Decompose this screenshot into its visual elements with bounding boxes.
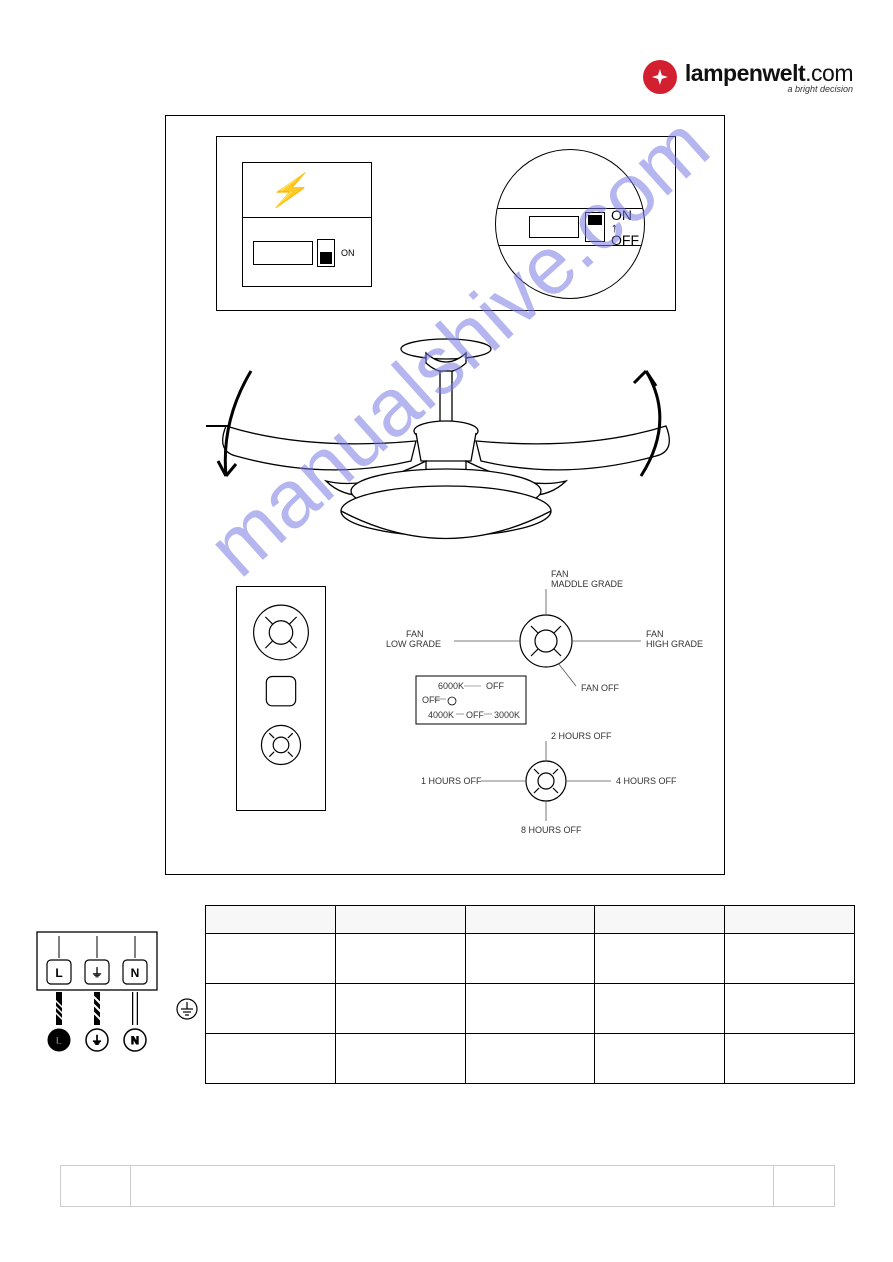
wiring-diagram: L ⏚ N L ⏚ N <box>35 930 160 1070</box>
svg-text:3000K: 3000K <box>494 710 520 720</box>
breaker-on-label: ON <box>341 248 355 258</box>
svg-text:N: N <box>131 966 140 980</box>
earth-symbol-icon <box>176 998 198 1020</box>
svg-text:⏚: ⏚ <box>91 966 103 980</box>
svg-text:4 HOURS OFF: 4 HOURS OFF <box>616 776 677 786</box>
svg-text:FAN: FAN <box>646 629 664 639</box>
breaker-toggle <box>317 239 335 267</box>
svg-text:OFF: OFF <box>466 710 484 720</box>
svg-text:4000K: 4000K <box>428 710 454 720</box>
svg-text:LOW GRADE: LOW GRADE <box>386 639 441 649</box>
ceiling-fan-illustration <box>166 331 726 591</box>
svg-text:1 HOURS OFF: 1 HOURS OFF <box>421 776 482 786</box>
remote-button-legend: FAN MADDLE GRADE FAN LOW GRADE FAN HIGH … <box>366 581 706 861</box>
svg-text:L: L <box>55 966 62 980</box>
svg-text:FAN: FAN <box>406 629 424 639</box>
zoom-on-off-labels: ON ↑ OFF <box>611 208 639 247</box>
zoom-toggle <box>585 212 605 242</box>
footer-bar <box>60 1165 835 1207</box>
main-illustration-frame: ⚡ ON ON ↑ OFF <box>165 115 725 875</box>
svg-text:L: L <box>56 1035 63 1047</box>
svg-text:8 HOURS OFF: 8 HOURS OFF <box>521 825 582 835</box>
remote-control <box>236 586 326 811</box>
svg-text:2 HOURS OFF: 2 HOURS OFF <box>551 731 612 741</box>
svg-text:OFF: OFF <box>486 681 504 691</box>
logo-icon <box>643 60 677 94</box>
svg-text:FAN OFF: FAN OFF <box>581 683 620 693</box>
svg-text:HIGH GRADE: HIGH GRADE <box>646 639 703 649</box>
zoom-detail-circle: ON ↑ OFF <box>495 149 645 299</box>
zoom-window <box>529 216 579 238</box>
svg-text:N: N <box>131 1035 139 1047</box>
spec-table <box>205 905 855 1084</box>
breaker-box: ⚡ ON <box>242 162 372 287</box>
svg-text:6000K: 6000K <box>438 681 464 691</box>
breaker-window <box>253 241 313 265</box>
svg-text:MADDLE GRADE: MADDLE GRADE <box>551 579 623 589</box>
svg-text:FAN: FAN <box>551 569 569 579</box>
svg-text:⏚: ⏚ <box>92 1034 103 1047</box>
circuit-breaker-panel: ⚡ ON ON ↑ OFF <box>216 136 676 311</box>
brand-logo: lampenwelt.com a bright decision <box>643 60 853 94</box>
lightning-bolt-icon: ⚡ <box>268 171 308 209</box>
logo-text: lampenwelt.com <box>685 60 853 86</box>
svg-text:OFF: OFF <box>422 695 440 705</box>
